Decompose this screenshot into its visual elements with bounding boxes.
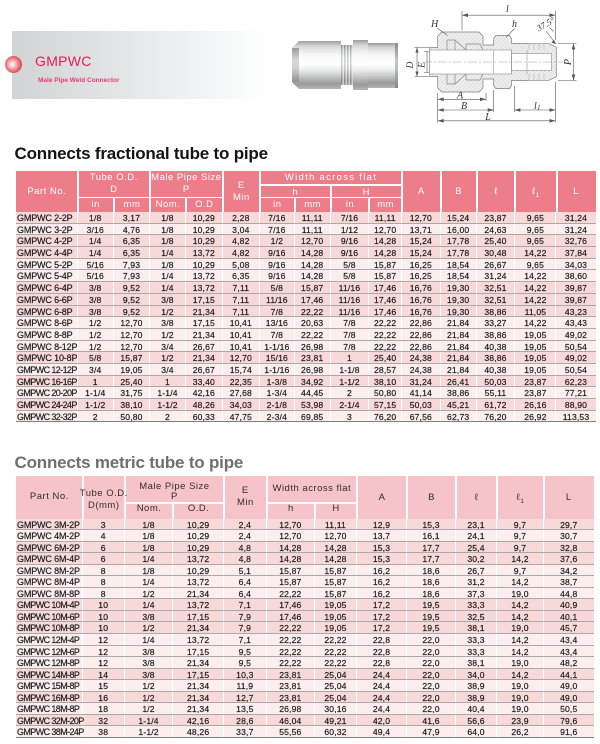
svg-text:h: h bbox=[512, 19, 517, 30]
svg-text:L: L bbox=[484, 112, 491, 123]
svg-text:B: B bbox=[461, 101, 467, 112]
svg-text:D: D bbox=[406, 61, 416, 69]
svg-text:l: l bbox=[506, 4, 509, 15]
svg-text:A: A bbox=[456, 91, 464, 102]
svg-text:l: l bbox=[534, 101, 537, 112]
svg-text:E: E bbox=[418, 62, 428, 69]
svg-text:1: 1 bbox=[537, 104, 541, 112]
svg-text:H: H bbox=[430, 19, 439, 30]
svg-text:37.5°: 37.5° bbox=[534, 15, 557, 34]
svg-text:P: P bbox=[563, 59, 574, 66]
